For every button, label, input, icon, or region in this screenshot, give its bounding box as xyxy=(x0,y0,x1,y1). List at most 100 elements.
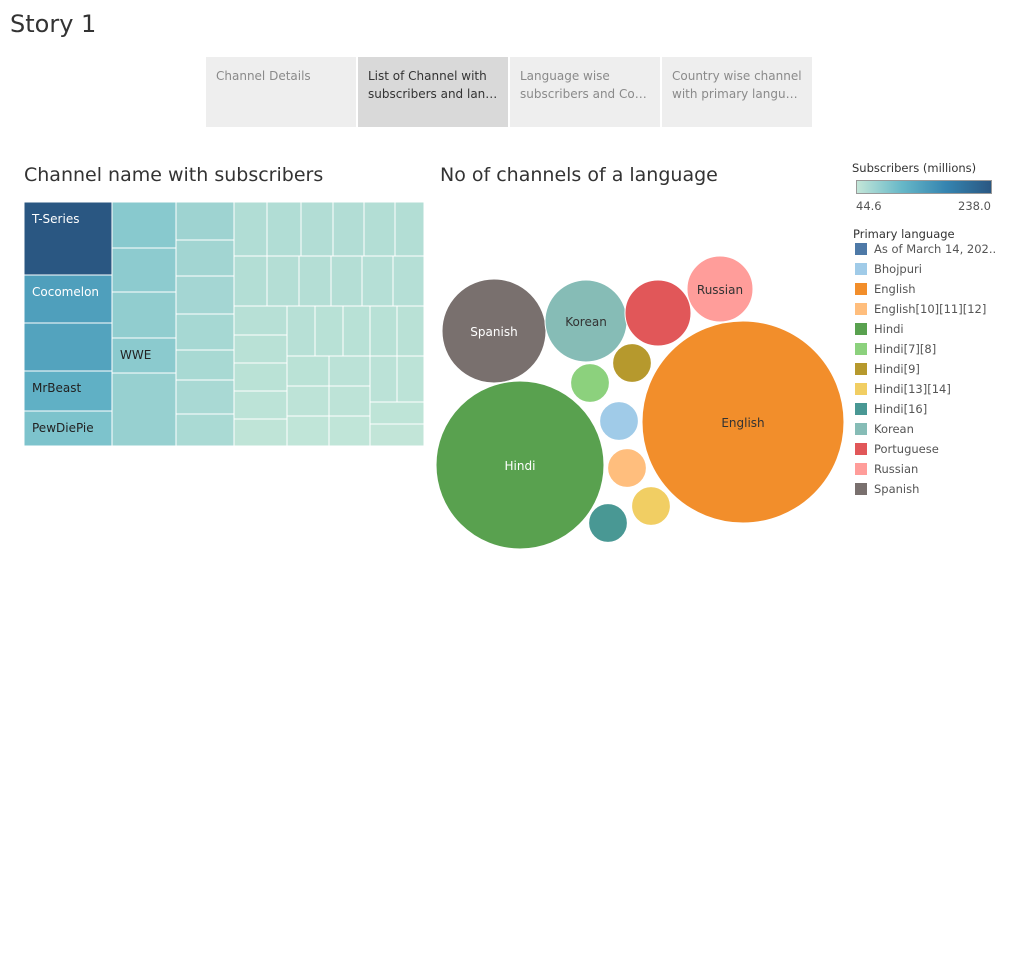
treemap-cell xyxy=(332,201,365,257)
tab-language-wise[interactable]: Language wise subscribers and Coun.. xyxy=(510,57,660,127)
legend-item[interactable]: English[10][11][12] xyxy=(852,299,1014,319)
treemap-cell xyxy=(286,415,330,447)
legend-item[interactable]: Hindi[13][14] xyxy=(852,379,1014,399)
bubble xyxy=(588,503,628,543)
treemap-cell xyxy=(23,410,113,447)
treemap-cell xyxy=(111,337,177,374)
treemap-cell xyxy=(369,423,425,447)
color-legend-title: Subscribers (millions) xyxy=(852,161,977,175)
language-legend: Primary language As of March 14, 202.. Bh… xyxy=(852,227,1014,499)
treemap-cell xyxy=(233,334,288,364)
treemap-cell xyxy=(175,275,235,315)
treemap-cell xyxy=(23,322,113,372)
bubble-label: Spanish xyxy=(470,325,517,339)
treemap-cell xyxy=(328,355,371,387)
story-title: Story 1 xyxy=(10,10,97,38)
bubble xyxy=(435,380,605,550)
legend-item[interactable]: Hindi[16] xyxy=(852,399,1014,419)
bubble xyxy=(607,448,647,488)
bubble xyxy=(686,255,754,323)
legend-item[interactable]: Korean xyxy=(852,419,1014,439)
treemap-cell xyxy=(111,372,177,447)
treemap-cell xyxy=(394,201,425,257)
tab-label-line2: subscribers and langu.. xyxy=(368,87,498,101)
treemap-cell xyxy=(266,255,300,307)
treemap-cell xyxy=(111,201,177,249)
legend-label: Russian xyxy=(874,462,919,476)
treemap-cell xyxy=(111,247,177,293)
legend-item[interactable]: Hindi xyxy=(852,319,1014,339)
language-legend-title: Primary language xyxy=(853,227,955,241)
legend-label: Bhojpuri xyxy=(874,262,922,276)
tab-channel-details[interactable]: Channel Details xyxy=(206,57,356,127)
legend-item[interactable]: Hindi[9] xyxy=(852,359,1014,379)
tab-label-line1: Channel Details xyxy=(216,69,311,83)
treemap-cell xyxy=(314,305,344,357)
treemap-cell-label: WWE xyxy=(120,348,151,362)
tab-country-wise[interactable]: Country wise channel with primary langua… xyxy=(662,57,812,127)
tab-label-line2: with primary languag.. xyxy=(672,87,802,101)
treemap-cell xyxy=(361,255,394,307)
legend-item[interactable]: Hindi[7][8] xyxy=(852,339,1014,359)
treemap-cell xyxy=(300,201,334,257)
treemap-cell xyxy=(233,418,288,447)
legend-item[interactable]: Spanish xyxy=(852,479,1014,499)
legend-item[interactable]: As of March 14, 202.. xyxy=(852,239,1014,259)
tab-list-of-channel[interactable]: List of Channel with subscribers and lan… xyxy=(358,57,508,127)
treemap-cell xyxy=(266,201,302,257)
legend-label: Hindi[13][14] xyxy=(874,382,951,396)
treemap-cell xyxy=(396,355,425,403)
treemap-cell xyxy=(369,305,398,357)
treemap-cell xyxy=(328,415,371,447)
treemap-cell xyxy=(175,201,235,241)
treemap-cell xyxy=(392,255,425,307)
legend-swatch xyxy=(855,483,867,495)
treemap-cell xyxy=(175,349,235,381)
treemap-cell xyxy=(23,201,113,276)
bubble xyxy=(624,279,692,347)
treemap-cell-label: Cocomelon xyxy=(32,285,99,299)
color-legend: Subscribers (millions) xyxy=(852,161,976,175)
color-min-label: 44.6 xyxy=(856,199,882,213)
legend-label: English xyxy=(874,282,916,296)
treemap-cell xyxy=(175,313,235,351)
treemap-cell xyxy=(363,201,396,257)
legend-swatch xyxy=(855,263,867,275)
tab-label-line1: Language wise xyxy=(520,69,610,83)
treemap-cell xyxy=(298,255,332,307)
treemap-cell xyxy=(342,305,371,357)
treemap-cell xyxy=(175,379,235,415)
bubble xyxy=(570,363,610,403)
legend-swatch xyxy=(855,403,867,415)
treemap-chart: T-Series Cocomelon MrBeast PewDiePie WWE xyxy=(23,201,425,447)
treemap-cell xyxy=(233,305,288,336)
treemap-cell xyxy=(111,291,177,339)
bubble-label: Hindi xyxy=(505,459,536,473)
legend-item[interactable]: Russian xyxy=(852,459,1014,479)
treemap-cell-label: MrBeast xyxy=(32,381,82,395)
legend-label: Hindi[16] xyxy=(874,402,928,416)
legend-swatch xyxy=(855,323,867,335)
treemap-cell xyxy=(233,390,288,420)
legend-item[interactable]: Bhojpuri xyxy=(852,259,1014,279)
legend-item[interactable]: Portuguese xyxy=(852,439,1014,459)
legend-label: Portuguese xyxy=(874,442,939,456)
legend-item[interactable]: English xyxy=(852,279,1014,299)
treemap-title: Channel name with subscribers xyxy=(24,164,324,186)
treemap-cell xyxy=(23,274,113,324)
bubble-label: Russian xyxy=(697,283,743,297)
legend-label: Spanish xyxy=(874,482,920,496)
bubble-chart: English Hindi Spanish Korean Russian xyxy=(435,255,845,550)
bubble-label: English xyxy=(721,416,764,430)
treemap-cell xyxy=(175,413,235,447)
legend-swatch xyxy=(855,243,867,255)
legend-label: English[10][11][12] xyxy=(874,302,987,316)
bubble xyxy=(631,486,671,526)
legend-label: Hindi[7][8] xyxy=(874,342,937,356)
legend-label: Hindi[9] xyxy=(874,362,920,376)
treemap-cell xyxy=(369,401,425,425)
bubble-chart-title: No of channels of a language xyxy=(440,164,718,186)
language-legend-items: As of March 14, 202.. Bhojpuri English Engl… xyxy=(852,239,1014,499)
legend-label: Hindi xyxy=(874,322,904,336)
legend-label: Korean xyxy=(874,422,914,436)
